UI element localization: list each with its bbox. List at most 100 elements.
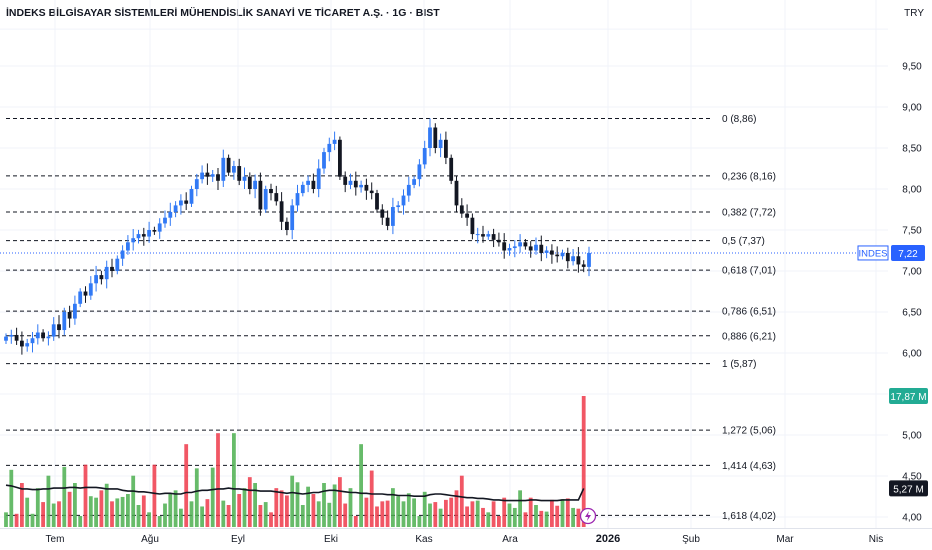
candle-body — [353, 180, 358, 188]
candle-body — [57, 324, 61, 331]
volume-bar — [83, 464, 88, 527]
volume-bar — [359, 444, 363, 527]
volume-ma-badge-text: 5,27 M — [893, 484, 924, 495]
volume-bar — [41, 502, 45, 527]
candle-body — [576, 256, 581, 265]
volume-bar — [565, 498, 570, 527]
candle-body — [444, 139, 448, 158]
candle-body — [216, 174, 220, 181]
candle-body — [539, 244, 544, 253]
candle-body — [179, 200, 183, 206]
volume-bar — [581, 396, 586, 527]
volume-bar — [343, 503, 348, 527]
grid-lines — [0, 0, 932, 529]
fibonacci-levels: 0 (8,86) 0,236 (8,16) 0,382 (7,72) 0,5 (7,3… — [6, 114, 776, 522]
volume-bar — [470, 501, 475, 527]
volume-bar — [311, 494, 316, 527]
volume-bar — [539, 510, 544, 527]
time-tick-label: Eki — [324, 534, 338, 545]
volume-bar — [168, 494, 173, 527]
volume-bar — [73, 483, 77, 527]
volume-ma-line — [5, 484, 585, 502]
candle-body — [364, 184, 369, 191]
volume-bar — [285, 495, 289, 527]
candle-body — [300, 184, 305, 194]
volume-bar — [576, 508, 581, 527]
candle-body — [470, 217, 475, 235]
time-tick-label: Tem — [46, 534, 65, 545]
volume-bar — [332, 484, 337, 527]
volume-bar — [189, 501, 194, 527]
candle-body — [465, 213, 469, 218]
volume-bar — [550, 499, 554, 527]
time-tick-label: Eyl — [231, 534, 245, 545]
volume-bar — [422, 491, 427, 527]
volume-bar — [507, 503, 512, 527]
candle-body — [152, 230, 157, 232]
volume-bar — [560, 499, 565, 527]
volume-bar — [444, 499, 448, 527]
time-tick-label: 2026 — [596, 533, 620, 545]
volume-bar — [94, 497, 98, 527]
candle-body — [200, 172, 204, 180]
volume-bar — [571, 507, 575, 527]
volume-ma-badge — [889, 480, 928, 497]
volume-bar — [110, 501, 114, 527]
candle-body — [486, 234, 491, 237]
candle-body — [242, 176, 247, 181]
candle-body — [104, 266, 109, 280]
candle-body — [120, 250, 125, 259]
symbol-badge-text: INDES — [858, 248, 887, 259]
candle-body — [422, 148, 427, 165]
volume-bar — [163, 503, 167, 527]
volume-bar — [438, 508, 443, 527]
currency-label[interactable]: TRY — [904, 8, 924, 19]
volume-bar — [385, 500, 390, 527]
candle-body — [184, 200, 189, 204]
fib-level-label: 0,886 (6,21) — [722, 331, 776, 342]
candle-body — [126, 242, 130, 251]
volume-bar — [205, 499, 210, 527]
candle-body — [375, 193, 379, 210]
lightning-icon[interactable] — [579, 507, 597, 525]
volume-bar — [512, 507, 517, 527]
volume-bar — [131, 475, 136, 527]
candle-body — [269, 189, 273, 194]
candle-body — [523, 242, 528, 247]
candle-body — [78, 291, 83, 304]
candle-body — [555, 254, 560, 257]
candle-body — [385, 217, 390, 226]
time-tick-label: Mar — [776, 534, 794, 545]
volume-bar — [258, 505, 263, 527]
volume-bar — [412, 498, 416, 527]
candle-body — [210, 174, 215, 177]
candle-body — [391, 207, 395, 226]
candle-body — [25, 343, 30, 347]
volume-bar — [274, 488, 279, 527]
candle-body — [189, 189, 194, 204]
candle-body — [571, 256, 575, 262]
candle-body — [9, 334, 14, 337]
price-tick-label: 9,50 — [902, 62, 922, 73]
price-tick-label: 8,00 — [902, 185, 922, 196]
volume-bar — [35, 488, 40, 527]
candle-body — [518, 242, 522, 247]
time-axis: Tem Ağu Eyl Eki Kas Ara 2026 Şub Mar Nis — [46, 533, 884, 545]
volume-bar — [147, 512, 151, 527]
volume-bar — [491, 501, 496, 527]
volume-bar — [269, 512, 273, 527]
candle-body — [258, 180, 263, 210]
fib-level-label: 0 (8,86) — [722, 114, 756, 125]
volume-bars — [4, 396, 586, 527]
volume-bar — [157, 516, 162, 527]
volume-bar — [348, 488, 353, 527]
candle-body — [194, 179, 199, 189]
candle-body — [99, 275, 104, 280]
time-tick-label: Kas — [415, 534, 432, 545]
fib-level-label: 1,272 (5,06) — [722, 426, 776, 437]
volume-bar — [99, 490, 104, 527]
candle-body — [343, 176, 348, 185]
volume-bar — [353, 516, 358, 527]
candle-body — [295, 193, 300, 206]
